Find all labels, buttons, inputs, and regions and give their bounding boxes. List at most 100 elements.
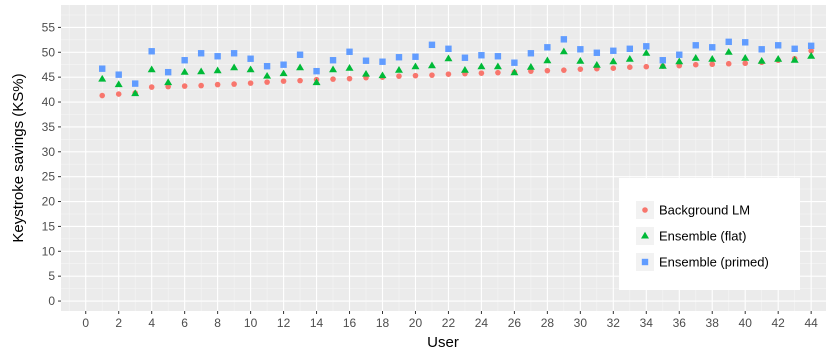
point-ensemble-flat: [197, 67, 206, 75]
y-axis: 0 5 10 15 20 25 30 35 40 45 50 55: [42, 20, 61, 308]
x-tick-label: 26: [508, 316, 522, 330]
point-ensemble-flat: [378, 71, 387, 79]
x-tick-label: 34: [640, 316, 654, 330]
point-background-lm: [297, 77, 303, 84]
point-ensemble-flat: [246, 65, 255, 73]
point-ensemble-flat: [642, 49, 651, 56]
point-ensemble-primed: [131, 80, 139, 87]
point-ensemble-primed: [511, 59, 518, 66]
point-ensemble-flat: [477, 62, 486, 70]
x-tick-label: 40: [739, 316, 753, 330]
legend-key-ensemble-primed: [641, 258, 649, 266]
point-ensemble-primed: [280, 61, 287, 68]
point-background-lm: [247, 80, 254, 86]
point-ensemble-flat: [279, 69, 288, 77]
point-ensemble-primed: [181, 57, 188, 64]
y-tick-label: 35: [42, 120, 56, 134]
point-background-lm: [214, 81, 221, 88]
point-ensemble-flat: [312, 78, 321, 86]
point-ensemble-primed: [725, 38, 732, 46]
x-tick-label: 38: [706, 316, 720, 330]
x-tick-label: 24: [475, 316, 489, 330]
point-ensemble-primed: [626, 45, 634, 52]
point-background-lm: [676, 62, 683, 69]
point-background-lm: [643, 63, 650, 70]
point-ensemble-flat: [493, 62, 502, 70]
point-ensemble-primed: [742, 39, 749, 46]
point-background-lm: [561, 67, 567, 73]
point-ensemble-flat: [559, 47, 568, 55]
x-tick-label: 18: [376, 316, 390, 330]
point-ensemble-flat: [230, 63, 239, 71]
point-background-lm: [544, 67, 551, 74]
point-background-lm: [115, 91, 122, 97]
series-ensemble-primed: [99, 36, 815, 87]
point-ensemble-primed: [461, 54, 469, 61]
point-ensemble-flat: [708, 55, 717, 62]
point-ensemble-flat: [345, 63, 354, 71]
legend-label-background-lm: Background LM: [659, 203, 750, 218]
point-background-lm: [495, 69, 501, 76]
point-ensemble-flat: [609, 57, 618, 65]
point-ensemble-flat: [131, 89, 140, 97]
point-background-lm: [231, 81, 237, 87]
x-axis: 0 2 4 6 8 10 12 14 16 18 20 22 24 26 28 30 32 34 36 38 40 42 4…: [82, 311, 818, 330]
point-ensemble-primed: [230, 50, 238, 57]
point-ensemble-primed: [676, 51, 683, 58]
point-ensemble-flat: [625, 55, 634, 62]
point-ensemble-flat: [658, 62, 667, 69]
x-tick-label: 0: [82, 316, 89, 330]
y-tick-label: 15: [42, 219, 56, 233]
point-ensemble-primed: [313, 67, 320, 75]
y-tick-label: 45: [42, 70, 56, 84]
point-ensemble-flat: [329, 65, 338, 73]
point-ensemble-flat: [691, 54, 700, 61]
legend-label-ensemble-primed: Ensemble (primed): [659, 255, 769, 270]
point-background-lm: [528, 68, 534, 74]
x-tick-label: 20: [409, 316, 423, 330]
point-background-lm: [709, 61, 716, 68]
point-ensemble-primed: [659, 57, 666, 64]
point-ensemble-flat: [526, 62, 535, 70]
x-tick-label: 32: [607, 316, 621, 330]
x-tick-label: 44: [804, 316, 818, 330]
point-ensemble-primed: [412, 53, 419, 60]
y-tick-label: 20: [42, 195, 56, 209]
point-ensemble-primed: [247, 55, 254, 62]
point-ensemble-primed: [197, 50, 205, 57]
point-ensemble-primed: [164, 68, 172, 76]
x-tick-label: 14: [310, 316, 324, 330]
point-ensemble-primed: [560, 36, 568, 43]
data-points: [98, 36, 816, 99]
point-ensemble-primed: [115, 71, 122, 78]
point-ensemble-primed: [148, 48, 155, 55]
x-tick-label: 4: [148, 316, 155, 330]
point-ensemble-flat: [543, 56, 552, 64]
legend-key-background-lm: [642, 207, 648, 213]
point-background-lm: [692, 61, 699, 68]
point-background-lm: [627, 64, 633, 70]
point-ensemble-primed: [296, 51, 304, 58]
point-ensemble-flat: [147, 65, 156, 73]
point-background-lm: [445, 71, 452, 77]
point-background-lm: [577, 66, 584, 72]
point-ensemble-primed: [379, 58, 386, 65]
x-tick-label: 16: [343, 316, 357, 330]
point-background-lm: [808, 47, 814, 54]
point-ensemble-primed: [709, 44, 716, 51]
point-ensemble-flat: [296, 63, 305, 71]
point-ensemble-flat: [362, 69, 371, 77]
point-ensemble-flat: [444, 54, 453, 62]
point-ensemble-flat: [394, 65, 403, 73]
y-tick-label: 55: [42, 20, 56, 34]
y-tick-label: 5: [48, 269, 55, 283]
x-tick-label: 8: [214, 316, 221, 330]
legend: Background LM Ensemble (flat) Ensemble (pr…: [619, 178, 800, 290]
point-ensemble-primed: [692, 42, 699, 49]
point-background-lm: [198, 82, 204, 89]
point-ensemble-primed: [428, 41, 436, 49]
point-background-lm: [330, 76, 336, 82]
point-ensemble-primed: [214, 53, 221, 60]
point-ensemble-primed: [807, 42, 815, 49]
